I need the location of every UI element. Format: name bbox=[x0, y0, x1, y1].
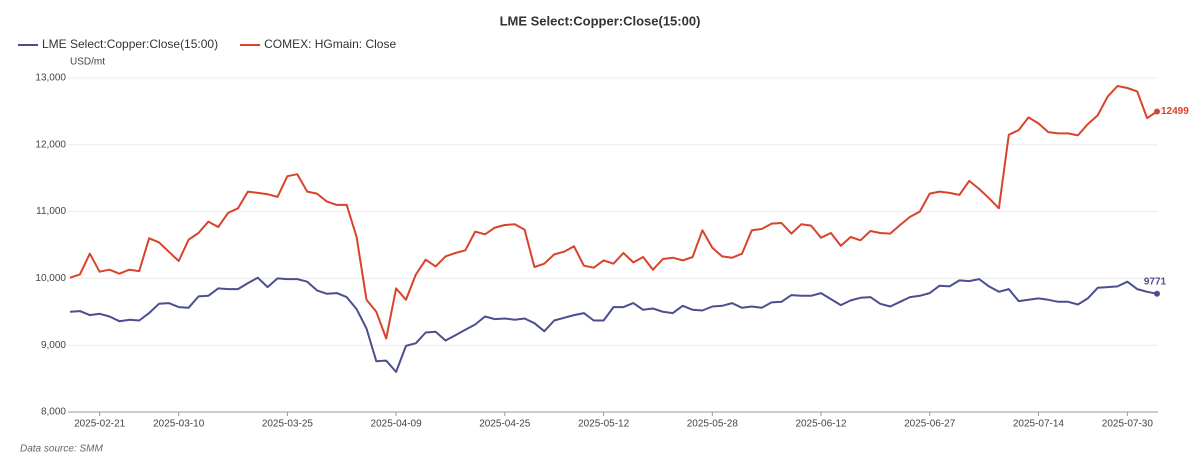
x-tick-label: 2025-06-27 bbox=[904, 419, 956, 430]
x-tick-label: 2025-03-25 bbox=[262, 419, 314, 430]
x-tick-label: 2025-02-21 bbox=[74, 419, 126, 430]
x-tick-label: 2025-06-12 bbox=[795, 419, 847, 430]
x-tick-label: 2025-05-28 bbox=[687, 419, 739, 430]
x-tick-label: 2025-05-12 bbox=[578, 419, 630, 430]
legend-label: LME Select:Copper:Close(15:00) bbox=[42, 37, 218, 51]
y-axis-unit: USD/mt bbox=[70, 57, 105, 68]
x-tick-label: 2025-03-10 bbox=[153, 419, 205, 430]
x-tick-label: 2025-04-09 bbox=[371, 419, 423, 430]
y-tick-label: 11,000 bbox=[36, 206, 66, 217]
y-tick-label: 8,000 bbox=[41, 407, 66, 418]
legend-label: COMEX: HGmain: Close bbox=[264, 37, 396, 51]
x-tick-label: 2025-04-25 bbox=[479, 419, 531, 430]
x-tick-label: 2025-07-14 bbox=[1013, 419, 1065, 430]
data-label: 12499 bbox=[1161, 106, 1189, 117]
data-label: 9771 bbox=[1144, 276, 1167, 287]
chart-title: LME Select:Copper:Close(15:00) bbox=[500, 13, 701, 28]
series-line bbox=[69, 276, 1158, 373]
x-tick-label: 2025-07-30 bbox=[1102, 419, 1154, 430]
y-tick-label: 9,000 bbox=[41, 340, 66, 351]
end-point bbox=[1154, 108, 1160, 115]
series-line bbox=[69, 85, 1158, 340]
y-tick-label: 12,000 bbox=[35, 139, 66, 150]
end-point bbox=[1154, 290, 1160, 297]
source-note: Data source: SMM bbox=[20, 444, 103, 455]
y-tick-label: 10,000 bbox=[35, 273, 66, 284]
y-tick-label: 13,000 bbox=[35, 73, 66, 84]
